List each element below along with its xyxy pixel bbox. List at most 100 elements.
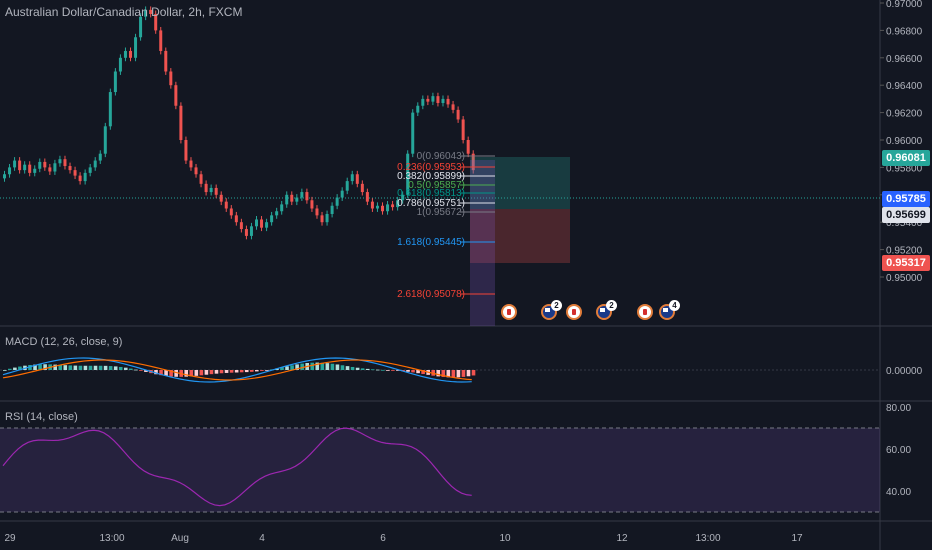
candle-body <box>406 153 410 195</box>
macd-histogram-bar <box>446 370 451 378</box>
macd-histogram-bar <box>63 365 68 370</box>
rsi-label: RSI (14, close) <box>5 411 78 423</box>
macd-histogram-bar <box>406 370 410 372</box>
macd-histogram-bar <box>330 363 335 370</box>
candle-body <box>68 166 72 171</box>
rsi-axis-label: 60.00 <box>886 445 911 456</box>
candle-body <box>174 85 178 106</box>
fib-level-label: 1.618(0.95445) <box>397 237 465 248</box>
macd-axis-label: 0.00000 <box>886 366 923 377</box>
price-tick-label: 0.96800 <box>886 26 923 37</box>
candle-body <box>305 192 309 201</box>
candle-body <box>108 92 112 127</box>
candle-body <box>144 9 148 17</box>
macd-histogram-bar <box>310 362 315 370</box>
macd-histogram-bar <box>214 370 219 374</box>
macd-histogram-bar <box>219 370 224 374</box>
candle-body <box>466 140 470 154</box>
candle-body <box>113 71 117 93</box>
fib-level-label: 0.786(0.95751) <box>397 198 465 209</box>
candle-body <box>179 105 183 140</box>
candle-body <box>204 183 208 193</box>
candle-body <box>275 211 279 216</box>
candle-body <box>411 112 415 154</box>
fib-level-label: 0.618(0.95813) <box>397 188 465 199</box>
macd-histogram-bar <box>164 370 168 376</box>
macd-histogram-bar <box>98 365 103 370</box>
candle-body <box>159 30 163 51</box>
event-count-badge: 2 <box>606 300 617 311</box>
candle-body <box>134 37 138 58</box>
fib-level-label: 0.5(0.95857) <box>408 180 465 191</box>
macd-histogram-bar <box>224 370 229 373</box>
rsi-indicator <box>0 427 880 513</box>
macd-histogram-bar <box>391 370 395 371</box>
macd-label: MACD (12, 26, close, 9) <box>5 336 123 348</box>
canada-event-icon[interactable] <box>501 304 517 320</box>
candle-body <box>426 98 430 102</box>
profit-zone <box>470 157 570 209</box>
candle-body <box>18 160 22 171</box>
candle-body <box>456 109 460 120</box>
candle-body <box>325 213 329 223</box>
candle-body <box>461 119 465 140</box>
macd-histogram-bar <box>118 366 123 370</box>
macd-histogram-bar <box>375 369 380 371</box>
macd-histogram-bar <box>436 370 441 377</box>
canada-event-icon[interactable] <box>566 304 582 320</box>
candle-body <box>13 160 17 168</box>
candle-body <box>285 194 289 205</box>
fib-level-label: 0.236(0.95953) <box>397 162 465 173</box>
candle-body <box>320 215 324 223</box>
candle-body <box>340 190 344 198</box>
candle-body <box>189 160 193 168</box>
macd-histogram-bar <box>189 370 194 377</box>
macd-histogram-bar <box>345 366 350 370</box>
macd-histogram-bar <box>255 370 259 372</box>
macd-signal-line <box>2 359 472 381</box>
candle-body <box>431 96 435 102</box>
candle-body <box>53 163 57 172</box>
candle-body <box>355 174 359 184</box>
macd-histogram-bar <box>78 365 83 370</box>
time-tick-label: 6 <box>380 533 386 544</box>
candle-body <box>249 226 253 236</box>
fib-level-label: 2.618(0.95078) <box>397 289 465 300</box>
candle-body <box>375 205 379 209</box>
macd-histogram-bar <box>295 364 299 370</box>
macd-histogram-bar <box>451 370 456 378</box>
canada-event-icon[interactable] <box>637 304 653 320</box>
candle-body <box>33 168 37 173</box>
macd-histogram-bar <box>365 368 370 370</box>
macd-histogram-bar <box>108 366 113 370</box>
rsi-axis-label: 40.00 <box>886 487 911 498</box>
candle-body <box>48 167 52 172</box>
macd-histogram-bar <box>184 370 189 377</box>
price-badge-mid: 0.95699 <box>882 207 930 223</box>
candle-body <box>239 222 243 230</box>
macd-histogram-bar <box>300 363 304 370</box>
candle-body <box>229 208 233 216</box>
macd-histogram-bar <box>28 364 32 370</box>
time-tick-label: 17 <box>791 533 803 544</box>
candle-body <box>280 204 284 212</box>
candle-body <box>28 164 32 173</box>
candle-body <box>83 172 87 182</box>
candle-body <box>446 98 450 105</box>
macd-histogram-bar <box>38 364 42 370</box>
macd-histogram-bar <box>13 367 17 370</box>
time-tick-label: 13:00 <box>695 533 720 544</box>
time-tick-label: 4 <box>259 533 265 544</box>
macd-histogram-bar <box>239 370 244 373</box>
macd-histogram-bar <box>370 369 375 371</box>
price-tick-label: 0.96200 <box>886 109 923 120</box>
macd-histogram-bar <box>381 369 385 371</box>
candle-body <box>441 98 445 104</box>
candle-body <box>164 50 168 72</box>
candle-body <box>184 140 188 161</box>
macd-histogram-bar <box>8 368 12 370</box>
price-badge-upper: 0.96081 <box>882 150 930 166</box>
macd-histogram-bar <box>461 370 466 377</box>
candle-body <box>396 200 400 208</box>
